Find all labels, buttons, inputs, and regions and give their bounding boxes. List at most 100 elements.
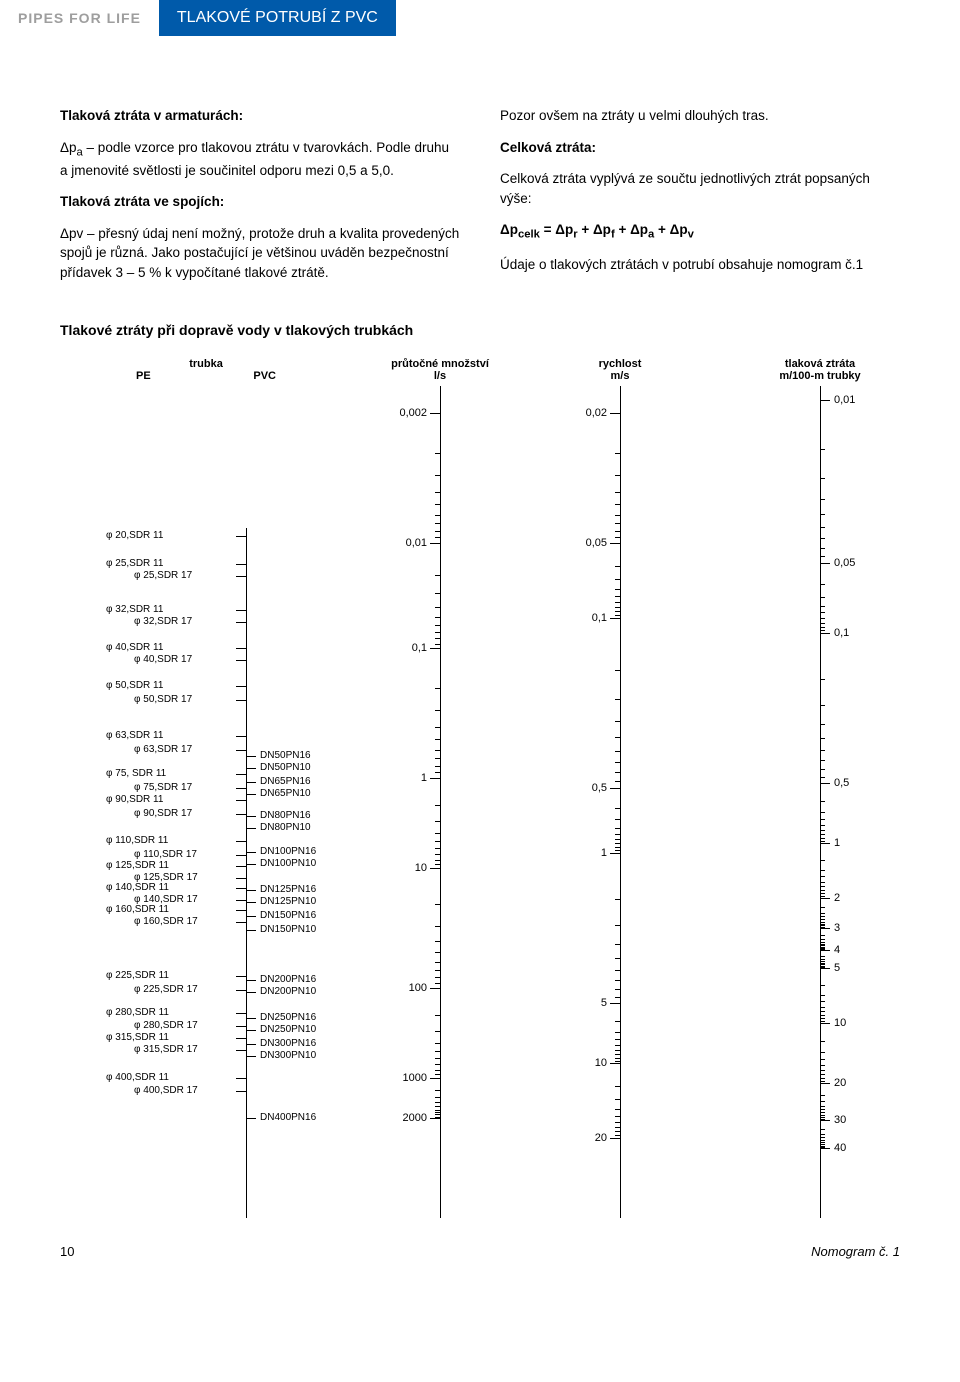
pe-label: φ 125,SDR 11 [106, 860, 234, 871]
tick-major [820, 1120, 830, 1121]
pe17-label: φ 315,SDR 17 [134, 1044, 242, 1055]
tick-minor [435, 766, 440, 767]
tick-minor [615, 834, 620, 835]
tick-minor [435, 727, 440, 728]
tick-minor [435, 941, 440, 942]
loss-tick-label: 1 [834, 837, 840, 849]
tick-minor [615, 772, 620, 773]
pvc-label: DN200PN16 [260, 974, 316, 985]
tick-minor [820, 830, 825, 831]
header-spacer [396, 0, 960, 36]
pvc-tick [246, 864, 256, 865]
pe17-label: φ 25,SDR 17 [134, 570, 242, 581]
pe-label: φ 110,SDR 11 [106, 835, 234, 846]
tick-minor [615, 1135, 620, 1136]
tick-minor [820, 777, 825, 778]
loss-tick-label: 0,05 [834, 557, 855, 569]
tick-minor [435, 970, 440, 971]
tick-minor [615, 1061, 620, 1062]
pvc-label: DN150PN16 [260, 910, 316, 921]
tick-minor [615, 899, 620, 900]
tick-minor [820, 606, 825, 607]
tick-minor [820, 1101, 825, 1102]
tick-minor [435, 772, 440, 773]
tick-minor [820, 1117, 825, 1118]
speed-tick-label: 20 [565, 1132, 607, 1144]
pe17-label: φ 280,SDR 17 [134, 1020, 242, 1031]
tick-minor [435, 644, 440, 645]
tick-minor [615, 944, 620, 945]
tick-minor [615, 808, 620, 809]
tick-minor [820, 597, 825, 598]
flow-tick-label: 0,1 [385, 642, 427, 654]
pe17-label: φ 50,SDR 17 [134, 694, 242, 705]
pvc-tick [246, 852, 256, 853]
tick-minor [820, 627, 825, 628]
pvc-label: DN125PN10 [260, 896, 316, 907]
tick-minor [435, 983, 440, 984]
tick-minor [820, 449, 825, 450]
pe-tick [236, 1078, 246, 1079]
pvc-label: DN65PN16 [260, 776, 311, 787]
tick-minor [435, 475, 440, 476]
tick-minor [435, 821, 440, 822]
tick-major [610, 543, 620, 544]
tick-major [820, 563, 830, 564]
pe-tick [236, 866, 246, 867]
pvc-label: DN65PN10 [260, 788, 311, 799]
pvc-label: DN200PN10 [260, 986, 316, 997]
hdr-flow: průtočné množstvíl/s [360, 358, 520, 382]
tick-minor [615, 523, 620, 524]
tick-minor [435, 1064, 440, 1065]
pvc-label: DN300PN16 [260, 1038, 316, 1049]
pe-label: φ 20,SDR 11 [106, 530, 234, 541]
speed-tick-label: 0,02 [565, 407, 607, 419]
loss-tick-label: 10 [834, 1017, 846, 1029]
tick-minor [615, 607, 620, 608]
tick-minor [615, 1032, 620, 1033]
tick-minor [820, 1081, 825, 1082]
nomogram-caption: Nomogram č. 1 [811, 1244, 900, 1259]
pe17-label: φ 125,SDR 17 [134, 872, 242, 883]
pe-label: φ 160,SDR 11 [106, 904, 234, 915]
tick-minor [435, 1074, 440, 1075]
tick-minor [435, 952, 440, 953]
loss-tick-label: 0,01 [834, 394, 855, 406]
pe17-label: φ 160,SDR 17 [134, 916, 242, 927]
pvc-label: DN50PN10 [260, 762, 311, 773]
tick-major [820, 843, 830, 844]
tick-minor [435, 1097, 440, 1098]
tick-minor [615, 515, 620, 516]
tick-minor [820, 538, 825, 539]
pe-tick [236, 910, 246, 911]
tick-minor [820, 1115, 825, 1116]
tick-minor [820, 819, 825, 820]
pe-label: φ 63,SDR 11 [106, 730, 234, 741]
tick-minor [615, 611, 620, 612]
tick-minor [820, 1007, 825, 1008]
pe-label: φ 400,SDR 11 [106, 1072, 234, 1083]
pvc-tick [246, 794, 256, 795]
tick-minor [615, 615, 620, 616]
tick-major [430, 648, 440, 649]
hdr-loss: tlaková ztrátam/100-m trubky [740, 358, 900, 382]
tick-minor [820, 956, 825, 957]
pvc-label: DN100PN10 [260, 858, 316, 869]
pvc-label: DN100PN16 [260, 846, 316, 857]
tick-minor [615, 980, 620, 981]
pvc-tick [246, 1044, 256, 1045]
tick-minor [435, 537, 440, 538]
pe17-label: φ 140,SDR 17 [134, 894, 242, 905]
speed-tick-label: 1 [565, 847, 607, 859]
page-footer: 10 Nomogram č. 1 [0, 1238, 960, 1279]
tick-minor [615, 1116, 620, 1117]
tick-minor [615, 1131, 620, 1132]
tick-minor [435, 962, 440, 963]
pe-tick [236, 686, 246, 687]
tick-minor [435, 638, 440, 639]
tick-minor [435, 1051, 440, 1052]
tick-minor [820, 841, 825, 842]
pvc-label: DN150PN10 [260, 924, 316, 935]
pe-tick [236, 564, 246, 565]
tick-minor [435, 1110, 440, 1111]
